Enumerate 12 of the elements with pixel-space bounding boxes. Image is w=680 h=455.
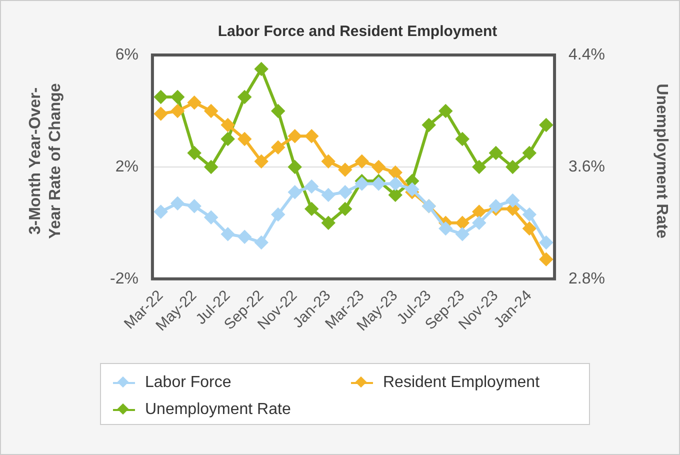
y-tick-label: 2% xyxy=(115,158,138,176)
y-tick-label: 6% xyxy=(115,46,138,64)
y-tick-label: -2% xyxy=(110,270,138,288)
legend-label: Resident Employment xyxy=(383,374,540,392)
y2-tick-label: 3.6% xyxy=(568,158,605,176)
y2-tick-label: 2.8% xyxy=(568,270,605,288)
chart-title: Labor Force and Resident Employment xyxy=(218,23,498,40)
y2-axis-title: Unemployment Rate xyxy=(652,82,671,240)
legend-label: Labor Force xyxy=(145,374,232,392)
legend-label: Unemployment Rate xyxy=(145,400,291,418)
y2-tick-label: 4.4% xyxy=(568,46,605,64)
y-axis-title: 3-Month Year-Over-Year Rate of Change xyxy=(26,82,65,241)
